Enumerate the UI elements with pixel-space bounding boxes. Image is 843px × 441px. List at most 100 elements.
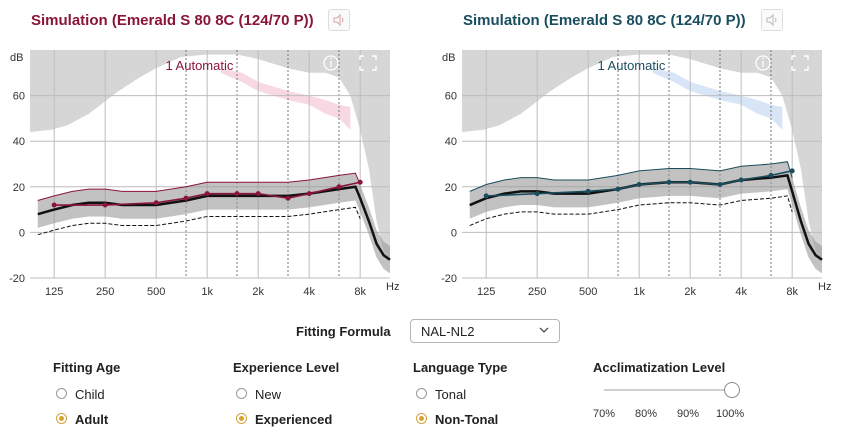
target-point — [183, 195, 189, 201]
y-tick-label: 40 — [445, 136, 457, 148]
y-tick-label: -20 — [9, 273, 25, 285]
radio-circle — [416, 413, 427, 424]
target-point — [153, 200, 159, 206]
target-point — [306, 191, 312, 197]
x-tick-label: 250 — [528, 286, 546, 298]
radio-circle — [56, 413, 67, 424]
response-band — [469, 161, 822, 274]
acclimatization-slider-track[interactable] — [604, 389, 732, 391]
right-gain-chart: dB 60 40 20 0 -20 125 250 500 1k 2k 4k 8k Hz 1 Automat… — [432, 44, 842, 299]
response-band — [37, 173, 391, 274]
y-tick-label: 20 — [445, 182, 457, 194]
x-tick-label: 500 — [579, 286, 597, 298]
y-tick-label: 60 — [445, 91, 457, 103]
x-tick-label: 125 — [477, 286, 495, 298]
target-point — [51, 202, 57, 208]
loudness-band — [30, 50, 390, 133]
target-point — [717, 182, 723, 188]
fitting-formula-value: NAL-NL2 — [421, 324, 475, 339]
x-tick-label: 8k — [354, 286, 366, 298]
expand-icon[interactable] — [359, 55, 377, 71]
target-point — [666, 179, 672, 185]
info-icon[interactable] — [323, 55, 339, 71]
loudness-band — [462, 50, 822, 133]
acclimatization-slider-thumb[interactable] — [724, 382, 740, 398]
target-point — [534, 191, 540, 197]
radio-circle — [416, 388, 427, 399]
target-point — [483, 193, 489, 199]
radio-circle — [236, 413, 247, 424]
acclimatization-tick: 100% — [716, 408, 745, 420]
x-tick-label: 250 — [96, 286, 114, 298]
right-speaker-button[interactable] — [761, 9, 783, 31]
x-tick-label: 2k — [252, 286, 264, 298]
speech-highlight-area — [652, 68, 783, 130]
target-point — [102, 202, 108, 208]
upper-limit-line — [37, 172, 361, 201]
x-tick-label: 500 — [147, 286, 165, 298]
experience-level-title: Experience Level — [233, 360, 340, 375]
mode-label: 1 Automatic — [597, 58, 665, 73]
chart-svg: dB 60 40 20 0 -20 125 250 500 1k 2k 4k 8k Hz 1 Automat… — [441, 50, 831, 298]
x-tick-label: 2k — [684, 286, 696, 298]
target-point — [357, 179, 363, 185]
y-tick-label: 60 — [13, 91, 25, 103]
x-unit-label: Hz — [818, 281, 831, 293]
fitting-formula-label: Fitting Formula — [296, 324, 391, 339]
target-point — [738, 177, 744, 183]
left-panel-title: Simulation (Emerald S 80 8C (124/70 P)) — [31, 12, 314, 29]
fitting-formula-select[interactable]: NAL-NL2 — [410, 319, 560, 343]
acclimatization-tick: 80% — [635, 408, 658, 420]
hearing-range-area — [30, 54, 390, 279]
acclimatization-title: Acclimatization Level — [593, 360, 726, 375]
x-tick-label: 8k — [786, 286, 798, 298]
radio-label: New — [255, 387, 282, 402]
speech-highlight-area — [220, 68, 351, 130]
language-type-title: Language Type — [413, 360, 508, 375]
y-tick-label: 0 — [451, 227, 457, 239]
target-point — [336, 184, 342, 190]
x-tick-label: 1k — [201, 286, 213, 298]
x-unit-label: Hz — [386, 281, 399, 293]
right-panel-title: Simulation (Emerald S 80 8C (124/70 P)) — [463, 12, 746, 29]
radio-circle — [236, 388, 247, 399]
y-tick-label: -20 — [441, 273, 457, 285]
radio-circle — [56, 388, 67, 399]
x-tick-label: 4k — [303, 286, 315, 298]
radio-label: Non-Tonal — [435, 412, 499, 427]
target-point — [615, 186, 621, 192]
y-unit-label: dB — [10, 52, 23, 64]
target-point — [234, 191, 240, 197]
radio-label: Experienced — [255, 412, 333, 427]
speaker-muted-icon — [333, 13, 344, 27]
y-tick-label: 0 — [19, 227, 25, 239]
mode-label: 1 Automatic — [165, 58, 233, 73]
target-point — [585, 188, 591, 194]
target-point — [636, 182, 642, 188]
x-tick-label: 125 — [45, 286, 63, 298]
target-point — [768, 172, 774, 178]
y-tick-label: 40 — [13, 136, 25, 148]
target-point — [789, 168, 795, 174]
y-unit-label: dB — [442, 52, 455, 64]
x-tick-label: 4k — [735, 286, 747, 298]
lower-dashed-line — [37, 206, 361, 236]
chart-svg: dB 60 40 20 0 -20 125 250 500 1k 2k 4k 8k Hz 1 Automat… — [9, 50, 399, 298]
hearing-range-area — [462, 54, 822, 279]
radio-label: Child — [75, 387, 105, 402]
target-point — [687, 179, 693, 185]
lower-dashed-line — [469, 195, 793, 227]
acclimatization-tick: 90% — [677, 408, 700, 420]
left-speaker-button[interactable] — [328, 9, 350, 31]
chevron-down-icon — [539, 327, 549, 333]
speaker-muted-icon — [766, 13, 777, 27]
fitting-age-title: Fitting Age — [53, 360, 121, 375]
left-gain-chart: dB 60 40 20 0 -20 125 250 500 1k 2k 4k 8k Hz 1 Automat… — [0, 44, 410, 299]
info-icon[interactable] — [755, 55, 771, 71]
upper-limit-line — [469, 161, 793, 192]
radio-label: Tonal — [435, 387, 467, 402]
y-tick-label: 20 — [13, 182, 25, 194]
target-point — [255, 191, 261, 197]
expand-icon[interactable] — [791, 55, 809, 71]
target-point — [204, 191, 210, 197]
